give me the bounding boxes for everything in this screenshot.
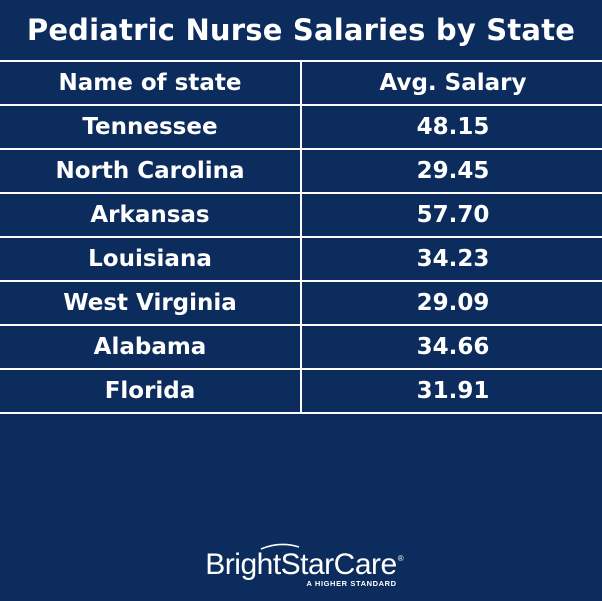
avg-salary-cell: 34.23 <box>301 236 602 282</box>
avg-salary-cell: 34.66 <box>301 324 602 370</box>
avg-salary-cell: 31.91 <box>301 368 602 414</box>
table-row: Arkansas 57.70 <box>0 192 602 238</box>
state-name-cell: Arkansas <box>0 192 302 238</box>
logo-wordmark: BrightStarCare <box>205 548 397 581</box>
table-header-row: Name of state Avg. Salary <box>0 60 602 106</box>
table-row: Tennessee 48.15 <box>0 104 602 150</box>
state-name-cell: North Carolina <box>0 148 302 194</box>
page-title: Pediatric Nurse Salaries by State <box>26 13 576 47</box>
table-row: West Virginia 29.09 <box>0 280 602 326</box>
state-name-cell: Louisiana <box>0 236 302 282</box>
state-name-cell: Alabama <box>0 324 302 370</box>
table-body: Tennessee 48.15 North Carolina 29.45 Arkansa… <box>0 104 602 414</box>
table-row: North Carolina 29.45 <box>0 148 602 194</box>
table-row: Alabama 34.66 <box>0 324 602 370</box>
state-name-cell: West Virginia <box>0 280 302 326</box>
salary-table: Name of state Avg. Salary Tennessee 48.15… <box>0 60 602 414</box>
avg-salary-cell: 48.15 <box>301 104 602 150</box>
column-header-salary: Avg. Salary <box>301 60 602 106</box>
avg-salary-cell: 57.70 <box>301 192 602 238</box>
column-header-state: Name of state <box>0 60 302 106</box>
trademark-mark: ® <box>397 554 404 563</box>
state-name-cell: Florida <box>0 368 302 414</box>
avg-salary-cell: 29.09 <box>301 280 602 326</box>
state-name-cell: Tennessee <box>0 104 302 150</box>
avg-salary-cell: 29.45 <box>301 148 602 194</box>
table-row: Louisiana 34.23 <box>0 236 602 282</box>
logo-tagline: A HIGHER STANDARD <box>306 579 397 588</box>
table-row: Florida 31.91 <box>0 368 602 414</box>
brightstar-logo: BrightStarCare ® A HIGHER STANDARD <box>0 543 602 590</box>
swoosh-icon <box>260 543 300 550</box>
